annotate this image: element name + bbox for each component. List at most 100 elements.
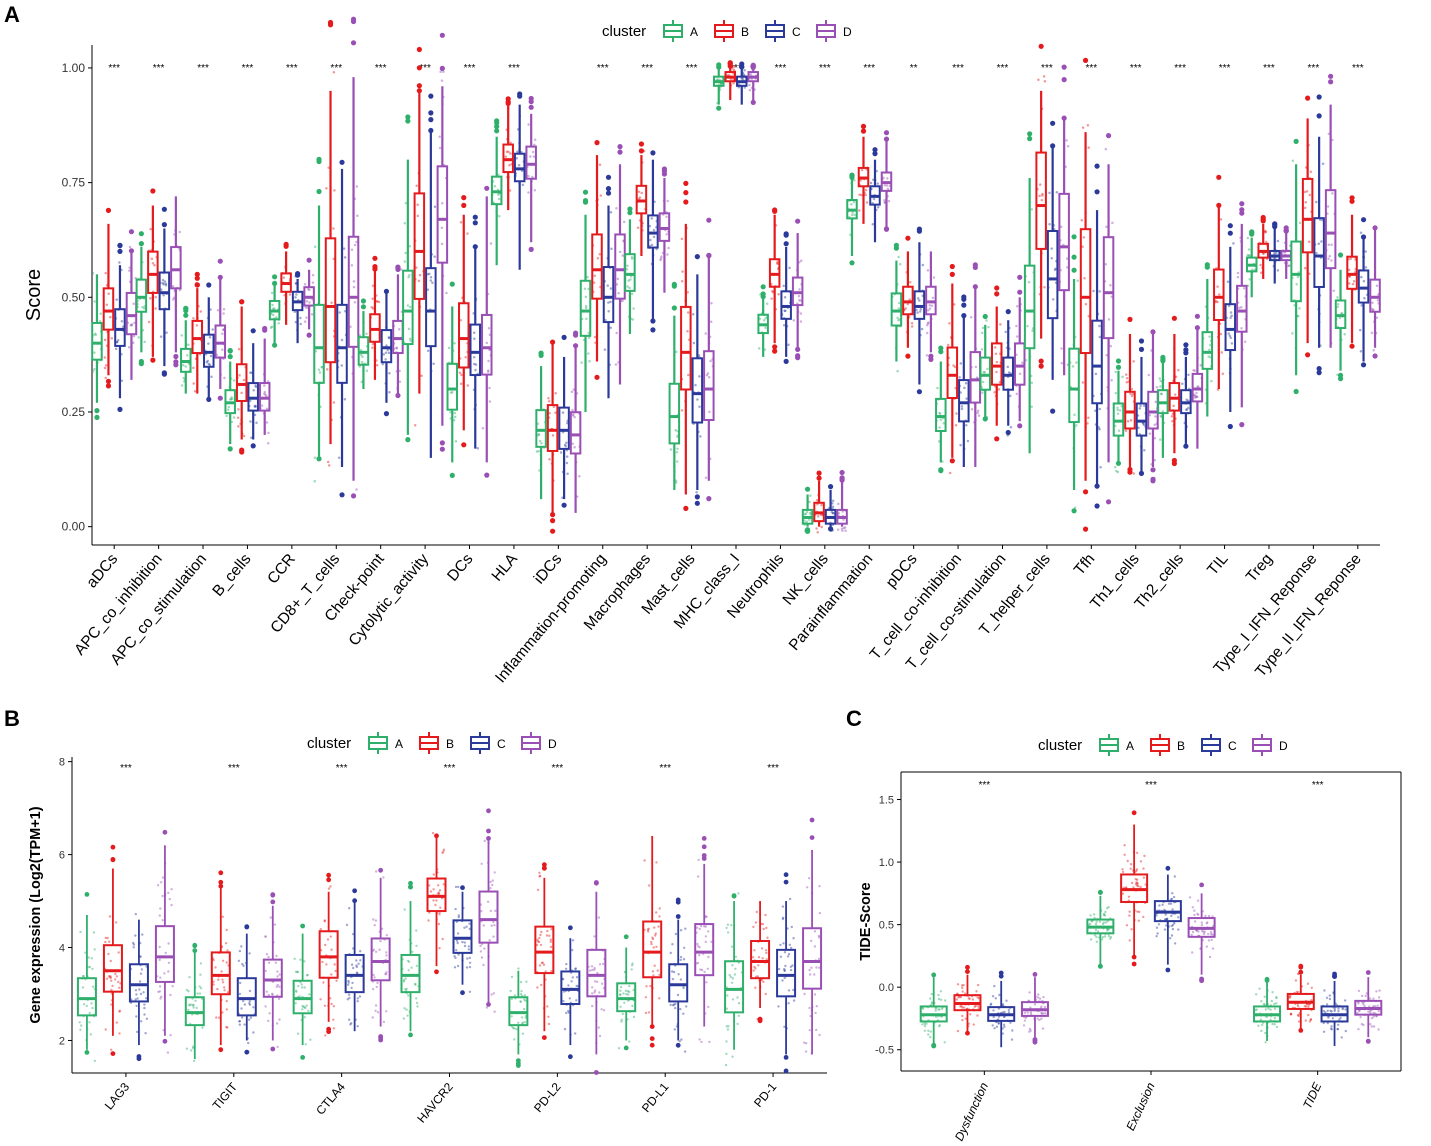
jitter-point bbox=[1375, 990, 1378, 993]
jitter-point bbox=[660, 255, 663, 258]
jitter-point bbox=[851, 211, 854, 214]
jitter-point bbox=[1073, 413, 1076, 417]
jitter-point bbox=[515, 156, 518, 160]
jitter-point bbox=[1050, 256, 1053, 260]
jitter-point bbox=[1326, 1021, 1330, 1025]
outlier-point bbox=[617, 149, 623, 155]
jitter-point bbox=[1206, 921, 1209, 924]
jitter-point bbox=[883, 198, 886, 202]
jitter-point bbox=[630, 292, 634, 295]
jitter-point bbox=[295, 281, 298, 285]
jitter-point bbox=[709, 359, 712, 363]
jitter-point bbox=[544, 978, 547, 981]
jitter-point bbox=[1191, 951, 1194, 954]
jitter-point bbox=[388, 371, 391, 375]
jitter-point bbox=[356, 1025, 359, 1028]
jitter-point bbox=[1271, 991, 1274, 994]
outlier-point bbox=[938, 345, 944, 351]
jitter-point bbox=[938, 412, 942, 416]
jitter-point bbox=[498, 214, 501, 218]
jitter-point bbox=[376, 981, 379, 985]
jitter-point bbox=[921, 1023, 924, 1026]
outlier-point bbox=[128, 229, 135, 235]
jitter-point bbox=[495, 213, 499, 216]
jitter-point bbox=[671, 970, 674, 973]
jitter-point bbox=[192, 1003, 195, 1007]
outlier-point bbox=[194, 282, 200, 288]
y-tick-label: 1.5 bbox=[879, 795, 894, 807]
jitter-point bbox=[937, 993, 940, 997]
jitter-point bbox=[704, 915, 707, 918]
jitter-point bbox=[330, 948, 333, 951]
outlier-point bbox=[461, 195, 467, 201]
jitter-point bbox=[482, 924, 485, 927]
jitter-point bbox=[620, 1018, 623, 1021]
jitter-point bbox=[805, 1042, 808, 1045]
jitter-point bbox=[303, 1016, 306, 1019]
jitter-point bbox=[987, 325, 990, 329]
jitter-point bbox=[1197, 930, 1200, 933]
jitter-point bbox=[1030, 405, 1033, 409]
jitter-point bbox=[1066, 144, 1070, 148]
jitter-point bbox=[1289, 994, 1292, 998]
jitter-point bbox=[441, 102, 444, 106]
jitter-point bbox=[1351, 282, 1355, 286]
jitter-point bbox=[808, 500, 811, 504]
jitter-point bbox=[1137, 919, 1141, 922]
jitter-point bbox=[518, 141, 521, 145]
jitter-point bbox=[492, 920, 495, 924]
jitter-point bbox=[115, 298, 118, 301]
jitter-point bbox=[818, 966, 821, 969]
box-c bbox=[452, 919, 473, 954]
jitter-point bbox=[537, 940, 541, 944]
outlier-point bbox=[998, 973, 1004, 979]
jitter-point bbox=[407, 327, 411, 331]
jitter-point bbox=[193, 1059, 196, 1063]
jitter-point bbox=[1375, 316, 1379, 320]
jitter-point bbox=[1295, 283, 1298, 286]
outlier-point bbox=[605, 174, 612, 180]
significance-label: *** bbox=[686, 63, 698, 74]
jitter-point bbox=[1055, 191, 1059, 194]
jitter-point bbox=[596, 198, 599, 202]
outlier-point bbox=[1105, 133, 1112, 139]
jitter-point bbox=[697, 945, 700, 948]
jitter-point bbox=[811, 892, 814, 895]
jitter-point bbox=[348, 1018, 351, 1021]
outlier-point bbox=[449, 281, 455, 287]
outlier-point bbox=[1094, 503, 1100, 509]
jitter-point bbox=[1157, 923, 1161, 926]
jitter-point bbox=[1309, 1018, 1313, 1021]
jitter-point bbox=[641, 229, 644, 232]
y-axis-label: Score bbox=[23, 269, 45, 321]
jitter-point bbox=[904, 307, 907, 310]
outlier-point bbox=[1349, 343, 1355, 349]
jitter-point bbox=[1103, 935, 1107, 938]
jitter-point bbox=[373, 976, 376, 979]
jitter-point bbox=[254, 385, 258, 389]
jitter-point bbox=[743, 68, 746, 72]
jitter-point bbox=[114, 347, 118, 351]
jitter-point bbox=[842, 526, 846, 530]
jitter-point bbox=[627, 315, 631, 319]
jitter-point bbox=[1328, 254, 1332, 258]
jitter-point bbox=[159, 997, 162, 1000]
jitter-point bbox=[161, 282, 165, 285]
jitter-point bbox=[238, 1020, 241, 1023]
jitter-point bbox=[974, 418, 977, 422]
outlier-point bbox=[1298, 1028, 1304, 1033]
jitter-point bbox=[414, 982, 417, 986]
jitter-point bbox=[1201, 910, 1205, 913]
jitter-point bbox=[1161, 380, 1164, 384]
jitter-point bbox=[491, 883, 494, 887]
jitter-point bbox=[187, 1008, 190, 1012]
jitter-point bbox=[674, 1006, 677, 1010]
jitter-point bbox=[562, 999, 565, 1003]
jitter-point bbox=[535, 943, 539, 947]
jitter-point bbox=[106, 977, 109, 980]
jitter-point bbox=[950, 335, 953, 339]
jitter-point bbox=[967, 1022, 970, 1025]
jitter-point bbox=[1266, 989, 1269, 992]
jitter-point bbox=[518, 148, 521, 151]
jitter-point bbox=[748, 88, 752, 92]
